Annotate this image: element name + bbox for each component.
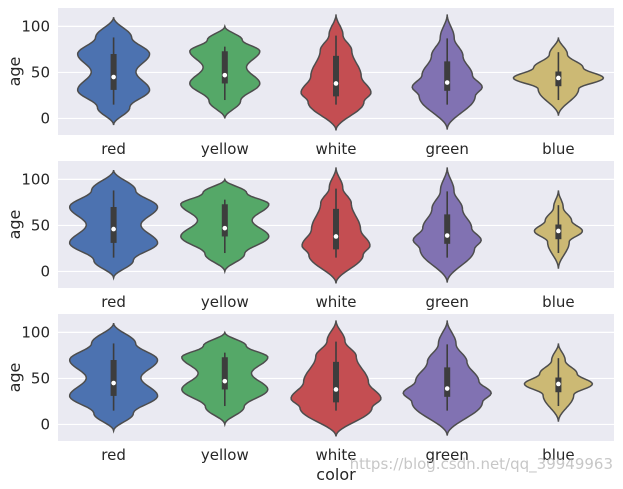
- y-tick-label: 100: [21, 170, 50, 188]
- y-axis-label: age: [5, 210, 24, 240]
- y-axis-label: age: [5, 57, 24, 87]
- x-tick-label-green: green: [426, 293, 469, 311]
- x-tick-label-yellow: yellow: [201, 293, 249, 311]
- x-tick-label-white: white: [315, 140, 356, 158]
- median-dot-white: [333, 81, 339, 86]
- x-tick-label-red: red: [101, 293, 126, 311]
- median-dot-blue: [556, 75, 561, 81]
- panel-2: 0 50 100 age red yellow white green blue: [5, 161, 614, 311]
- median-dot-green: [444, 233, 450, 238]
- y-tick-label: 0: [40, 109, 50, 127]
- x-tick-label-blue: blue: [542, 293, 574, 311]
- panel-3: 0 50 100 age red yellow white green blue color: [5, 314, 614, 484]
- iqr-box-yellow: [221, 357, 228, 390]
- watermark: https://blog.csdn.net/qq_39949963: [349, 455, 613, 473]
- median-dot-red: [111, 226, 116, 232]
- median-dot-green: [444, 80, 450, 85]
- median-dot-yellow: [222, 225, 228, 231]
- median-dot-yellow: [222, 72, 228, 78]
- iqr-box-white: [333, 208, 339, 250]
- y-tick-label: 50: [31, 63, 50, 81]
- median-dot-red: [111, 380, 116, 386]
- y-tick-label: 0: [40, 262, 50, 280]
- panel-1: 0 50 100 age red yellow white green blue: [5, 8, 614, 158]
- x-tick-label-white: white: [315, 293, 356, 311]
- iqr-box-green: [444, 367, 451, 397]
- x-tick-label-blue: blue: [542, 446, 574, 464]
- iqr-box-yellow: [221, 204, 228, 237]
- iqr-box-green: [444, 61, 451, 91]
- x-tick-label-yellow: yellow: [201, 140, 249, 158]
- median-dot-red: [111, 74, 116, 80]
- median-dot-white: [333, 387, 339, 392]
- x-tick-label-green: green: [426, 446, 469, 464]
- median-dot-green: [444, 386, 450, 391]
- x-tick-label-white: white: [315, 446, 356, 464]
- median-dot-blue: [556, 228, 561, 234]
- iqr-box-red: [110, 54, 117, 90]
- x-axis-label: color: [316, 465, 356, 484]
- iqr-box-yellow: [221, 51, 228, 84]
- x-tick-label-yellow: yellow: [201, 446, 249, 464]
- x-tick-label-red: red: [101, 446, 126, 464]
- median-dot-white: [333, 234, 339, 239]
- iqr-box-green: [444, 214, 451, 244]
- iqr-box-red: [110, 360, 117, 396]
- x-tick-label-red: red: [101, 140, 126, 158]
- y-tick-label: 50: [31, 369, 50, 387]
- y-tick-label: 0: [40, 415, 50, 433]
- median-dot-yellow: [222, 378, 228, 384]
- y-axis-label: age: [5, 363, 24, 393]
- x-tick-label-green: green: [426, 140, 469, 158]
- iqr-box-white: [333, 55, 339, 97]
- y-tick-label: 50: [31, 216, 50, 234]
- iqr-box-red: [110, 207, 117, 243]
- y-tick-label: 100: [21, 17, 50, 35]
- iqr-box-white: [333, 361, 339, 403]
- median-dot-blue: [556, 381, 561, 387]
- x-tick-label-blue: blue: [542, 140, 574, 158]
- y-tick-label: 100: [21, 323, 50, 341]
